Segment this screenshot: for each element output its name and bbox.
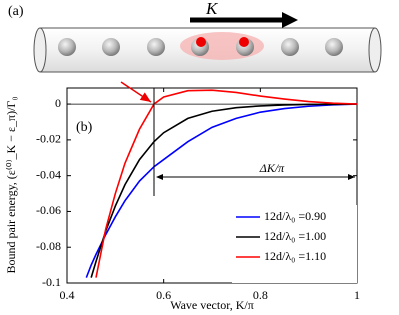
- tube-diagram: [33, 12, 382, 73]
- annotations: ΔK/π: [120, 81, 355, 196]
- y-tick-label: -0.08: [36, 239, 61, 253]
- legend: 12d/λ₀ =0.90 12d/λ₀ =1.00 12d/λ₀ =1.10: [232, 205, 357, 283]
- panel-label: (a): [8, 4, 24, 19]
- pointer-arrow: [120, 81, 152, 103]
- y-tick-label: -0.02: [36, 132, 61, 146]
- panel-label: (b): [76, 120, 93, 135]
- series-line: [90, 103, 357, 278]
- momentum-label: K: [205, 0, 219, 18]
- x-axis-label: Wave vector, K/π: [170, 298, 254, 312]
- x-tick-label: 0.8: [253, 288, 268, 302]
- y-tick-label: -0.06: [36, 203, 61, 217]
- legend-label: 12d/λ₀ =0.90: [264, 209, 326, 223]
- series-group: [85, 89, 357, 278]
- x-tick-label: 0.4: [60, 288, 75, 302]
- plot-frame: [66, 87, 358, 284]
- y-tick-label: -0.1: [42, 275, 61, 289]
- legend-label: 12d/λ₀ =1.10: [264, 249, 326, 263]
- x-tick-label: 0.6: [156, 288, 171, 302]
- delta-label: ΔK/π: [259, 161, 285, 175]
- y-tick-label: -0.04: [36, 167, 61, 181]
- y-tick-label: 0: [55, 96, 61, 110]
- legend-label: 12d/λ₀ =1.00: [264, 229, 326, 243]
- x-tick-label: 1: [354, 288, 360, 302]
- series-line: [95, 89, 357, 278]
- y-axis-label: Bound pair energy, (ε⁽⁰⁾_K − ε_π)/Γ₀: [4, 96, 18, 273]
